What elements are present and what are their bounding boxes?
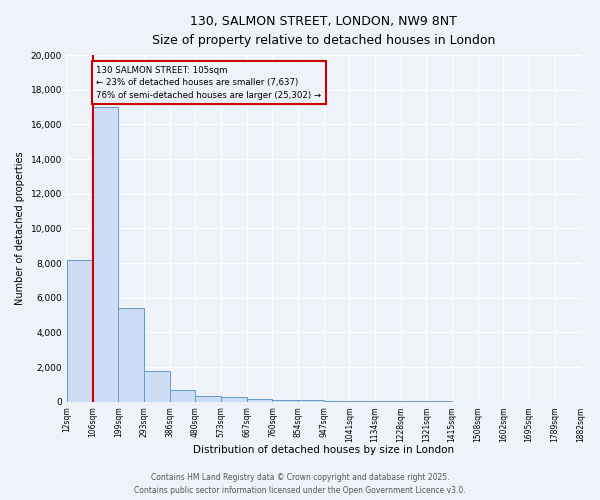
Bar	[221, 397, 247, 402]
Bar	[196, 396, 221, 402]
Title: 130, SALMON STREET, LONDON, NW9 8NT
Size of property relative to detached houses: 130, SALMON STREET, LONDON, NW9 8NT Size…	[152, 15, 496, 47]
Bar	[272, 400, 298, 402]
Text: 130 SALMON STREET: 105sqm
← 23% of detached houses are smaller (7,637)
76% of se: 130 SALMON STREET: 105sqm ← 23% of detac…	[97, 66, 322, 100]
Bar	[324, 401, 349, 402]
Bar	[298, 400, 324, 402]
Bar	[67, 260, 92, 402]
Bar	[118, 308, 144, 402]
Bar	[144, 370, 170, 402]
Bar	[170, 390, 196, 402]
Bar	[349, 401, 375, 402]
Bar	[92, 107, 118, 402]
X-axis label: Distribution of detached houses by size in London: Distribution of detached houses by size …	[193, 445, 454, 455]
Text: Contains HM Land Registry data © Crown copyright and database right 2025.
Contai: Contains HM Land Registry data © Crown c…	[134, 474, 466, 495]
Y-axis label: Number of detached properties: Number of detached properties	[15, 152, 25, 305]
Bar	[247, 398, 272, 402]
